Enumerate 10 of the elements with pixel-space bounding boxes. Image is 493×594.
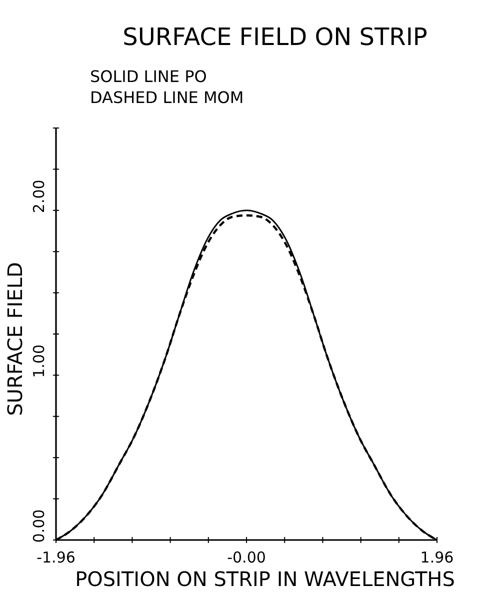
- y-tick-label: 2.00: [30, 180, 48, 214]
- chart-subtitle: SOLID LINE PO DASHED LINE MOM: [90, 67, 244, 107]
- x-tick-label: 1.96: [420, 548, 454, 566]
- y-tick-label: 1.00: [30, 344, 48, 378]
- x-tick-label: -1.96: [36, 548, 76, 566]
- x-tick-label: -0.00: [227, 548, 266, 566]
- chart-title: SURFACE FIELD ON STRIP: [122, 23, 428, 51]
- y-tick-label: 0.00: [30, 509, 48, 543]
- y-axis-title: SURFACE FIELD: [3, 262, 27, 416]
- x-axis-title: POSITION ON STRIP IN WAVELENGTHS: [75, 567, 455, 591]
